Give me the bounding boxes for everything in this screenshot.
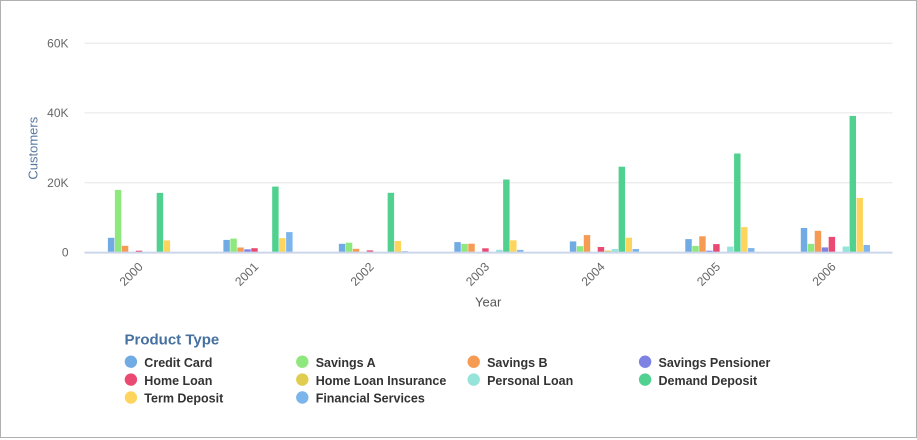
svg-text:40K: 40K: [47, 106, 68, 120]
svg-text:Home Loan: Home Loan: [144, 374, 212, 388]
svg-text:Financial Services: Financial Services: [316, 392, 425, 406]
svg-text:Savings B: Savings B: [487, 356, 547, 370]
svg-text:Term Deposit: Term Deposit: [144, 392, 224, 406]
svg-text:Personal Loan: Personal Loan: [487, 374, 573, 388]
svg-text:Year: Year: [475, 295, 502, 310]
svg-text:Credit Card: Credit Card: [144, 356, 212, 370]
svg-text:Demand Deposit: Demand Deposit: [659, 374, 758, 388]
svg-text:20K: 20K: [47, 176, 68, 190]
svg-text:Home Loan Insurance: Home Loan Insurance: [316, 374, 447, 388]
svg-text:60K: 60K: [47, 37, 68, 51]
svg-text:Product Type: Product Type: [125, 331, 220, 348]
svg-text:Savings A: Savings A: [316, 356, 376, 370]
svg-text:Savings Pensioner: Savings Pensioner: [659, 356, 771, 370]
svg-text:0: 0: [62, 246, 69, 260]
svg-text:Customers: Customers: [25, 116, 40, 179]
